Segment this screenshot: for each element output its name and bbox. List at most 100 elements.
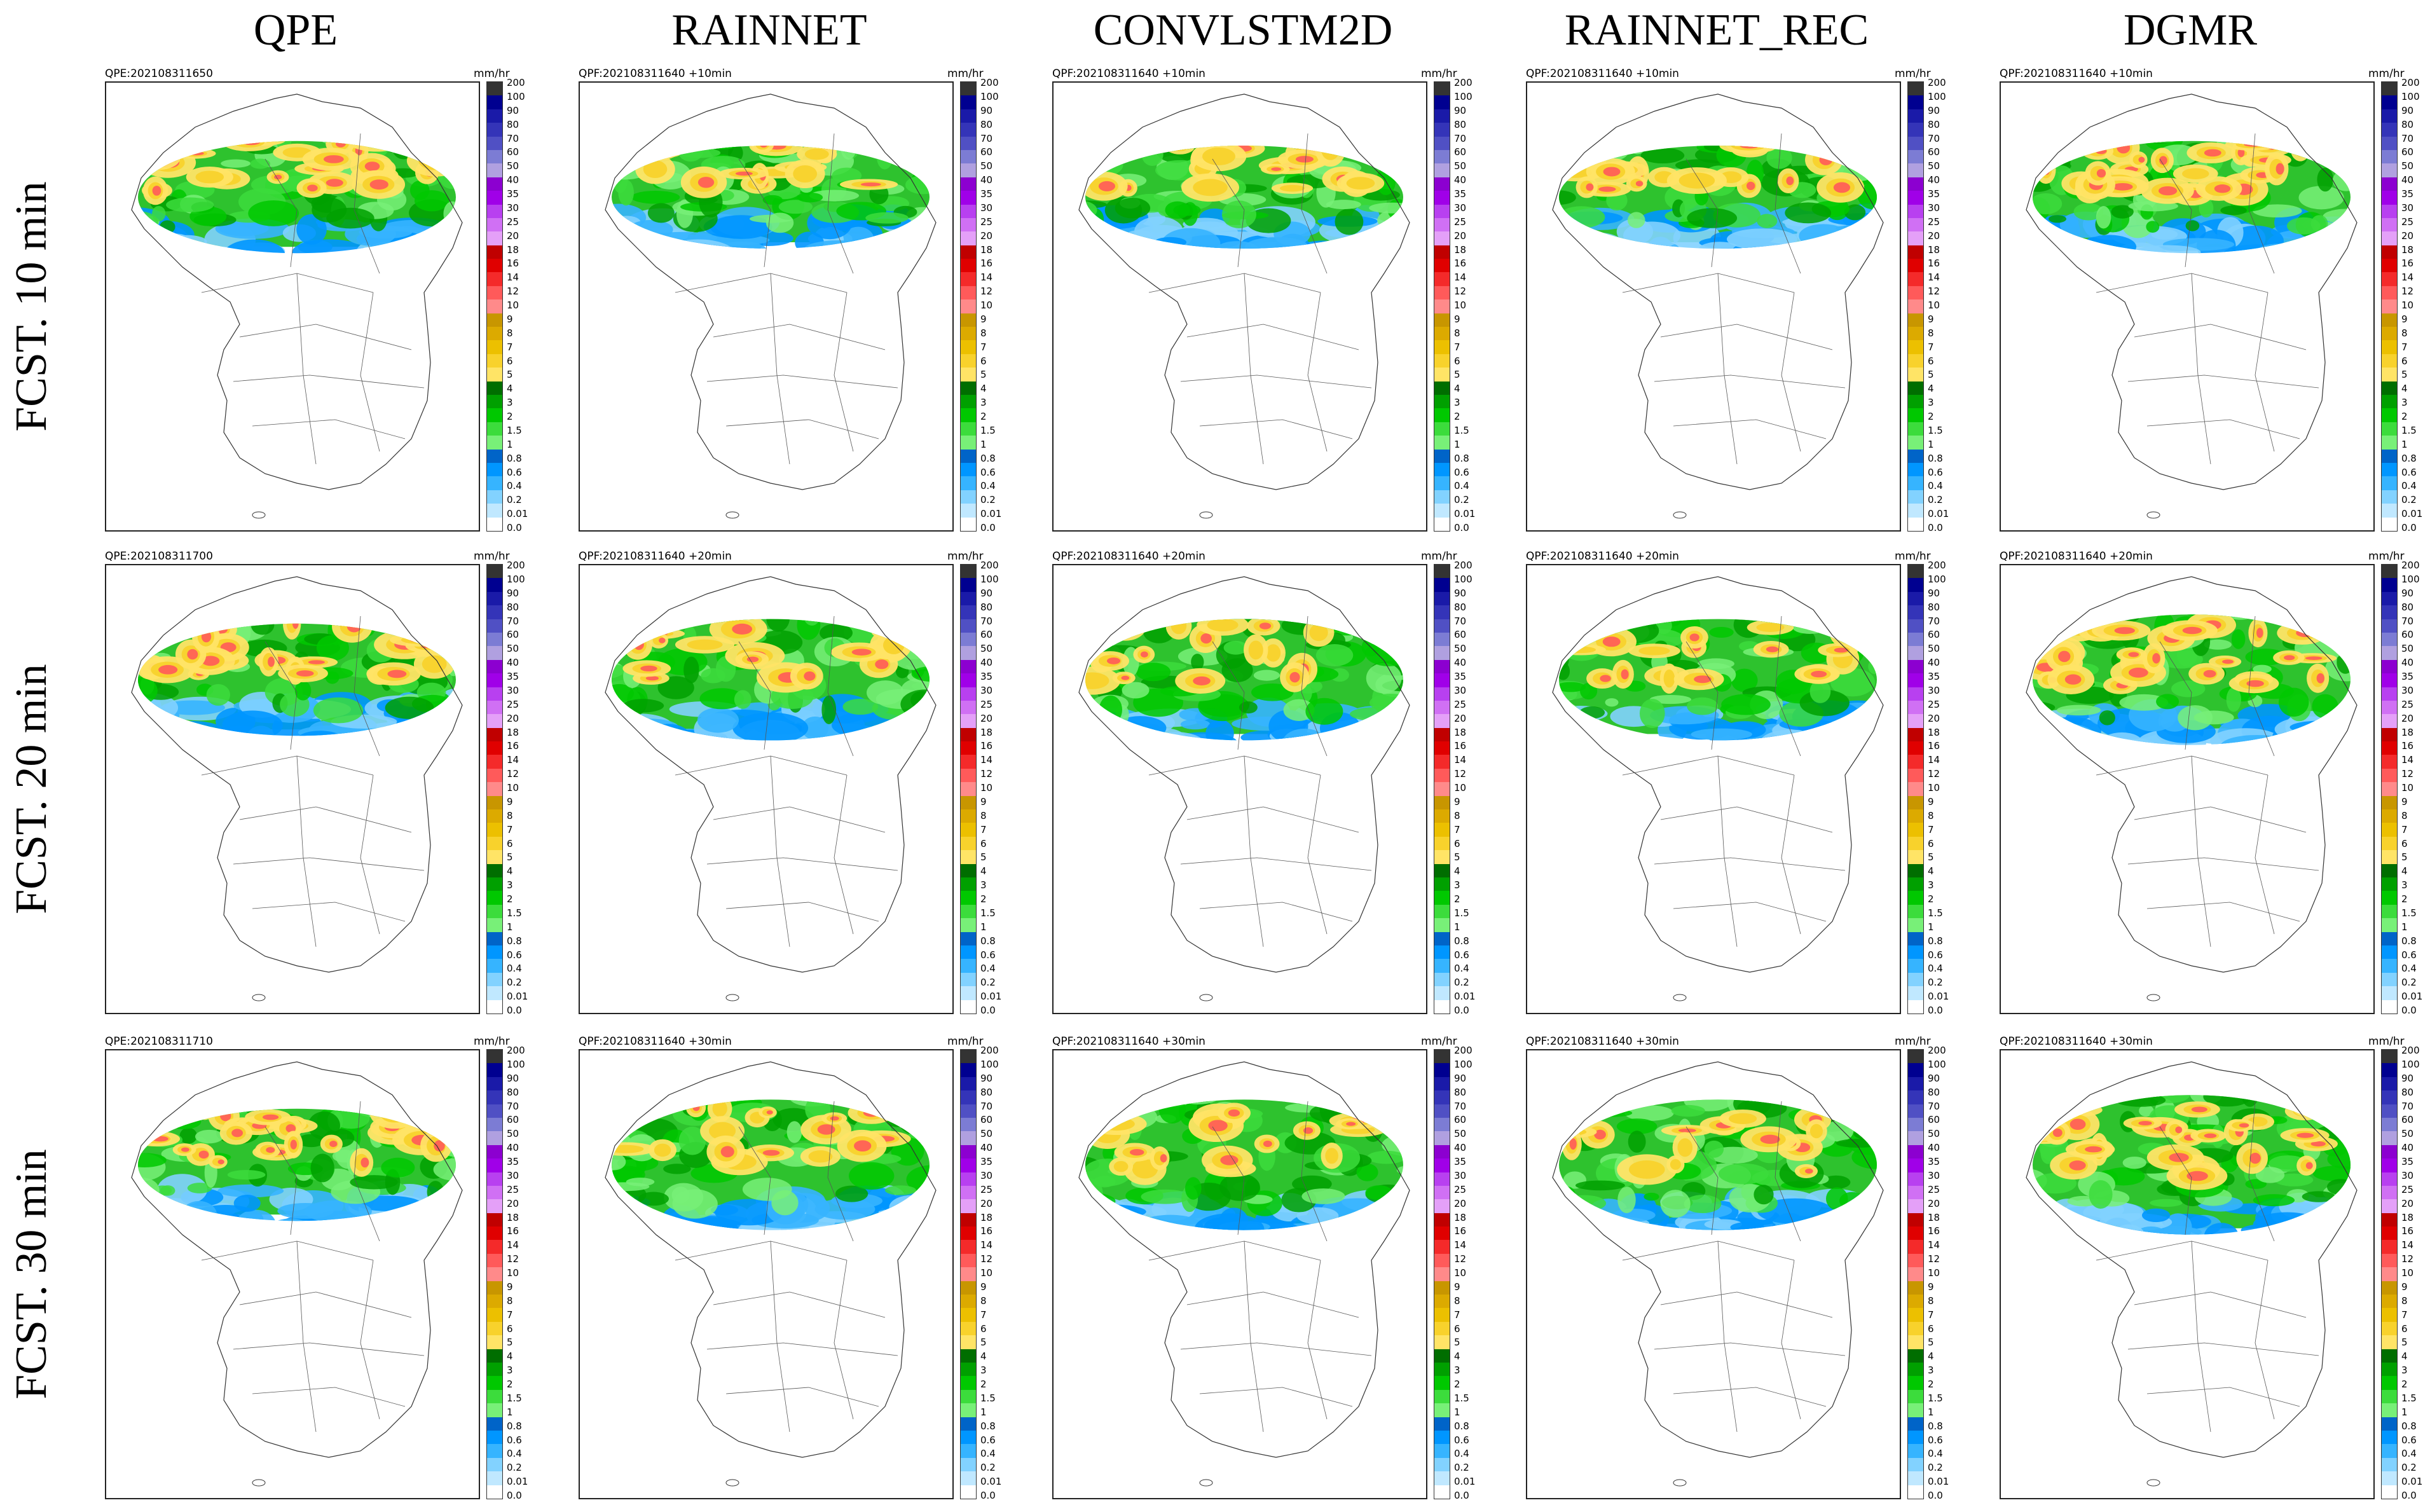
colorbar-segment [2382,565,2397,579]
colorbar-tick: 25 [507,216,519,228]
colorbar-segment [1434,755,1450,769]
colorbar-tick: 1.5 [980,1392,996,1404]
colorbar-segment [487,217,502,232]
colorbar-tick: 4 [1454,865,1460,877]
colorbar-segment [1908,1144,1923,1159]
colorbar-segment [961,422,976,436]
jeju-island [725,511,739,519]
colorbar-tick: 18 [2401,726,2414,738]
colorbar-tick: 1 [507,438,513,450]
colorbar-tick: 9 [980,313,987,325]
colorbar-segment [2382,462,2397,477]
colorbar-segment [1908,1199,1923,1213]
colorbar-segment [2382,285,2397,300]
colorbar-segment [2382,327,2397,341]
colorbar-tick: 0.6 [1454,1434,1469,1446]
colorbar-tick: 50 [507,643,519,655]
jeju-island [252,511,266,519]
colorbar-tick: 12 [507,768,519,780]
colorbar-tick: 0.6 [980,466,996,478]
colorbar [2381,1049,2398,1499]
colorbar-segment [961,945,976,959]
jeju-island [1199,994,1213,1001]
colorbar-segment [2382,490,2397,504]
colorbar-segment [2382,504,2397,518]
colorbar-tick: 14 [507,754,519,766]
colorbar-tick: 60 [2401,629,2414,641]
colorbar-tick: 7 [507,1309,513,1321]
colorbar-tick: 3 [1928,397,1934,409]
precipitation-map [1552,93,1884,519]
colorbar-segment [2382,1349,2397,1363]
colorbar-tick: 40 [1454,657,1467,669]
colorbar-segment [1908,1158,1923,1172]
colorbar-tick: 200 [1454,560,1472,571]
colorbar-segment [961,1403,976,1417]
colorbar-tick: 80 [2401,118,2414,130]
colorbar-tick: 100 [1928,90,1946,102]
colorbar-segment [1434,836,1450,851]
colorbar-tick: 0.6 [980,949,996,961]
colorbar-tick: 0.2 [507,977,522,989]
colorbar-segment [1434,231,1450,245]
colorbar-tick: 0.8 [507,452,522,464]
unit-label: mm/hr [947,550,984,563]
colorbar-tick: 100 [507,90,525,102]
colorbar-segment [487,659,502,674]
colorbar-tick: 0.0 [507,1005,522,1016]
colorbar-segment [1434,1471,1450,1485]
colorbar-segment [2382,1444,2397,1458]
colorbar-tick: 6 [2401,1323,2408,1335]
colorbar-segment [487,1321,502,1336]
colorbar-tick: 0.4 [1454,480,1469,492]
timestamp-label: QPF:202108311640 +10min [579,67,732,80]
timestamp-label: QPF:202108311640 +30min [1052,1035,1205,1048]
colorbar-segment [1434,741,1450,755]
colorbar-segment [2382,1321,2397,1336]
colorbar-segment [2382,1090,2397,1104]
colorbar-tick: 40 [980,657,993,669]
colorbar-segment [2382,1158,2397,1172]
colorbar-tick: 20 [980,1197,993,1209]
colorbar-tick: 8 [507,809,513,821]
colorbar-segment [1908,1376,1923,1390]
colorbar-ticks: 200 100 90 80 70 60 50 40 35 30 25 20 18 16 14 12 10 9 8 7 6… [1454,1045,1492,1501]
colorbar-segment [487,918,502,932]
colorbar-segment [2382,259,2397,273]
colorbar-tick: 100 [2401,1058,2420,1070]
colorbar-tick: 20 [507,230,519,242]
colorbar-segment [487,462,502,477]
colorbar-tick: 5 [2401,369,2408,381]
colorbar-segment [487,850,502,864]
colorbar-segment [1434,823,1450,837]
unit-label: mm/hr [947,67,984,80]
colorbar-segment [1434,565,1450,579]
colorbar-tick: 10 [980,782,993,794]
colorbar-segment [487,231,502,245]
precipitation-map [2026,576,2358,1001]
colorbar-tick: 6 [2401,837,2408,849]
unit-label: mm/hr [2368,67,2405,80]
colorbar-tick: 3 [1454,1364,1460,1377]
colorbar-tick: 80 [507,601,519,613]
colorbar [1907,1049,1924,1499]
colorbar-tick: 70 [1454,615,1467,627]
colorbar-segment [1434,272,1450,286]
colorbar [486,81,503,532]
colorbar-tick: 0.01 [507,1476,528,1488]
colorbar-tick: 30 [1454,684,1467,696]
colorbar-tick: 25 [980,216,993,228]
colorbar-tick: 80 [1454,1086,1467,1098]
colorbar-tick: 0.6 [507,949,522,961]
colorbar-tick: 0.8 [1928,935,1943,947]
colorbar-tick: 16 [2401,258,2414,270]
colorbar-segment [487,1335,502,1349]
colorbar-segment [1434,986,1450,1000]
colorbar-segment [1908,1267,1923,1281]
colorbar-tick: 200 [507,1045,525,1056]
colorbar-segment [487,1281,502,1295]
colorbar-tick: 0.0 [980,522,996,533]
jeju-island [1199,1479,1213,1487]
colorbar-ticks: 200 100 90 80 70 60 50 40 35 30 25 20 18 16 14 12 10 9 8 7 6… [507,1045,545,1501]
colorbar-tick: 20 [1454,712,1467,724]
